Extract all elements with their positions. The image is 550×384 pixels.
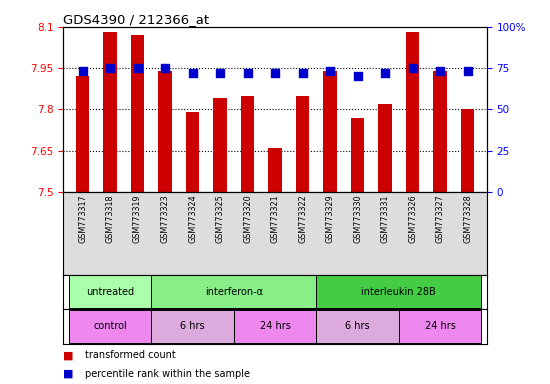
Text: GSM773324: GSM773324 bbox=[188, 194, 197, 243]
Text: GSM773318: GSM773318 bbox=[106, 194, 114, 243]
Bar bbox=[76, 76, 89, 192]
Point bbox=[271, 70, 279, 76]
Text: ■: ■ bbox=[63, 369, 74, 379]
Point bbox=[243, 70, 252, 76]
Text: GSM773323: GSM773323 bbox=[161, 194, 169, 243]
Text: GSM773317: GSM773317 bbox=[78, 194, 87, 243]
Text: GDS4390 / 212366_at: GDS4390 / 212366_at bbox=[63, 13, 210, 26]
Bar bbox=[399, 310, 481, 343]
Text: GSM773331: GSM773331 bbox=[381, 194, 389, 243]
Text: GSM773325: GSM773325 bbox=[216, 194, 224, 243]
Text: GSM773330: GSM773330 bbox=[353, 194, 362, 243]
Text: GSM773321: GSM773321 bbox=[271, 194, 279, 243]
Bar bbox=[461, 109, 475, 192]
Point bbox=[408, 65, 417, 71]
Bar bbox=[103, 32, 117, 192]
Text: 6 hrs: 6 hrs bbox=[180, 321, 205, 331]
Bar bbox=[131, 35, 144, 192]
Text: ■: ■ bbox=[63, 350, 74, 360]
Text: GSM773328: GSM773328 bbox=[463, 194, 472, 243]
Text: 24 hrs: 24 hrs bbox=[260, 321, 290, 331]
Point bbox=[161, 65, 169, 71]
Text: GSM773319: GSM773319 bbox=[133, 194, 142, 243]
Point bbox=[326, 68, 334, 74]
Text: untreated: untreated bbox=[86, 287, 134, 297]
Text: transformed count: transformed count bbox=[85, 350, 176, 360]
Bar bbox=[323, 71, 337, 192]
Point bbox=[78, 68, 87, 74]
Point bbox=[216, 70, 224, 76]
Text: 24 hrs: 24 hrs bbox=[425, 321, 455, 331]
Point bbox=[298, 70, 307, 76]
Bar bbox=[433, 71, 447, 192]
Bar bbox=[213, 98, 227, 192]
Bar bbox=[378, 104, 392, 192]
Bar bbox=[406, 32, 420, 192]
Point bbox=[463, 68, 472, 74]
Bar bbox=[316, 310, 399, 343]
Bar bbox=[69, 310, 151, 343]
Point bbox=[133, 65, 142, 71]
Text: GSM773322: GSM773322 bbox=[298, 194, 307, 243]
Text: GSM773320: GSM773320 bbox=[243, 194, 252, 243]
Text: GSM773326: GSM773326 bbox=[408, 194, 417, 243]
Bar bbox=[351, 118, 365, 192]
Bar bbox=[296, 96, 309, 192]
Bar bbox=[69, 275, 151, 308]
Point bbox=[106, 65, 114, 71]
Point bbox=[381, 70, 389, 76]
Bar bbox=[316, 275, 481, 308]
Text: percentile rank within the sample: percentile rank within the sample bbox=[85, 369, 250, 379]
Bar bbox=[151, 310, 234, 343]
Bar bbox=[151, 275, 316, 308]
Bar bbox=[158, 71, 172, 192]
Text: control: control bbox=[93, 321, 127, 331]
Text: interferon-α: interferon-α bbox=[205, 287, 263, 297]
Text: GSM773327: GSM773327 bbox=[436, 194, 444, 243]
Bar bbox=[241, 96, 255, 192]
Bar bbox=[234, 310, 316, 343]
Bar bbox=[186, 112, 199, 192]
Text: interleukin 28B: interleukin 28B bbox=[361, 287, 436, 297]
Point bbox=[188, 70, 197, 76]
Bar bbox=[268, 148, 282, 192]
Point bbox=[353, 73, 362, 79]
Text: 6 hrs: 6 hrs bbox=[345, 321, 370, 331]
Point bbox=[436, 68, 444, 74]
Text: GSM773329: GSM773329 bbox=[326, 194, 334, 243]
